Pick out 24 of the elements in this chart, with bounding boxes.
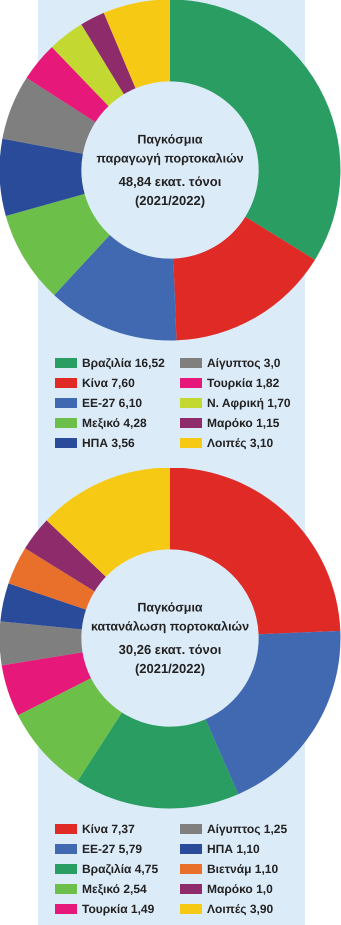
legend-label: Λοιπές 3,10	[207, 436, 274, 450]
legend-label: Αίγυπτος 3,0	[207, 356, 281, 370]
legend-label: Μαρόκο 1,0	[207, 882, 274, 896]
legend-label: Μεξικό 2,54	[82, 882, 148, 896]
text: 30,26 εκατ. τόνοι (2021/2022)	[118, 642, 222, 676]
legend-label: Βραζιλία 4,75	[82, 862, 158, 876]
legend-label: Βραζιλία 16,52	[82, 356, 166, 370]
legend-label: ΕΕ-27 5,79	[82, 842, 142, 856]
legend-label: Τουρκία 1,82	[207, 376, 280, 390]
legend-label: ΕΕ-27 6,10	[82, 396, 142, 410]
legend-label: Μεξικό 4,28	[82, 416, 148, 430]
legend-label: Αίγυπτος 1,25	[207, 822, 288, 836]
legend-label: Ν. Αφρική 1,70	[207, 396, 291, 410]
legend-label: Κίνα 7,60	[82, 376, 136, 390]
text: Παγκόσμια παραγωγή πορτοκαλιών	[96, 132, 244, 166]
legend-label: ΗΠΑ 3,56	[82, 436, 136, 450]
legend-label: Βιετνάμ 1,10	[207, 862, 278, 876]
legend-label: Μαρόκο 1,15	[207, 416, 280, 430]
legend-label: ΗΠΑ 1,10	[207, 842, 260, 856]
text: 48,84 εκατ. τόνοι (2021/2022)	[118, 174, 222, 208]
legend-label: Τουρκία 1,49	[82, 902, 155, 916]
legend-label: Κίνα 7,37	[82, 822, 136, 836]
legend-label: Λοιπές 3,90	[207, 902, 274, 916]
text: Παγκόσμια κατανάλωση πορτοκαλιών	[90, 600, 250, 634]
